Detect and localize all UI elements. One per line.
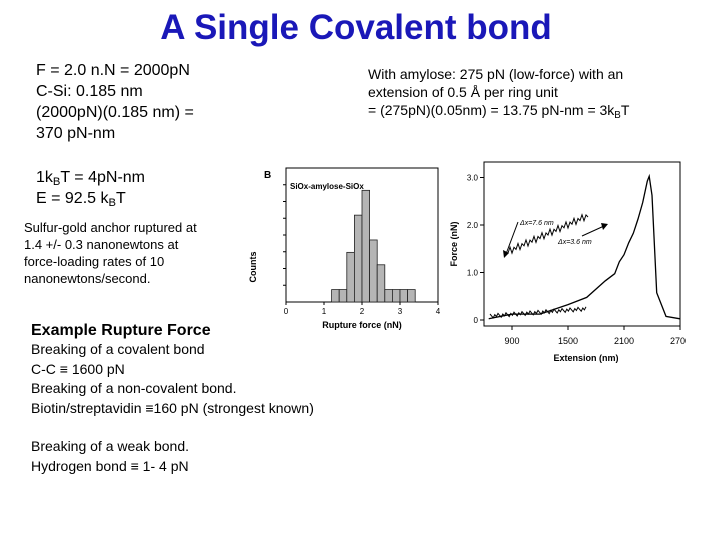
energy-kbt-text: E = 92.5 k [36, 190, 109, 207]
afm-xtick-label: 900 [504, 336, 519, 346]
anchor-line-3: force-loading rates of 10 [24, 254, 165, 269]
kbt-line-end: T = 4pN-nm [60, 169, 145, 186]
hist-bar [391, 289, 401, 303]
amylose-line-2: extension of 0.5 Å per ring unit [368, 84, 558, 100]
hist-bar [331, 289, 340, 303]
afm-xlabel: Extension (nm) [553, 353, 618, 363]
hist-bar [369, 239, 378, 303]
hist-ylabel: Counts [248, 252, 258, 283]
hist-bar [384, 289, 393, 303]
annotation-arrowhead-2 [601, 223, 608, 230]
rupture-lines: Breaking of a covalent bond C-C ≡ 1600 p… [31, 340, 314, 418]
energy-kbt-line: E = 92.5 kBT [36, 188, 145, 209]
amylose-line-1: With amylose: 275 pN (low-force) with an [368, 66, 624, 82]
anchor-line-1: Sulfur-gold anchor ruptured at [24, 220, 197, 235]
hist-bars [331, 189, 416, 303]
rupture-force-section: Example Rupture Force Breaking of a cova… [31, 321, 314, 476]
hist-xtick-label: 3 [398, 307, 403, 316]
amylose-line-3: = (275pN)(0.05nm) = 13.75 pN-nm = 3kBT [368, 101, 630, 121]
afm-xtick-label: 2100 [614, 336, 634, 346]
afm-ylabel: Force (nN) [449, 221, 459, 266]
rupture-line-4: Biotin/streptavidin ≡160 pN (strongest k… [31, 399, 314, 416]
hist-bar [346, 251, 355, 303]
weak-line-2: Hydrogen bond ≡ 1- 4 pN [31, 457, 189, 474]
kb-subscript: B [614, 110, 621, 121]
kbt-line: 1kBT = 4pN-nm [36, 167, 145, 188]
afm-inset-trace [507, 213, 589, 255]
afm-ytick-label: 1.0 [467, 269, 479, 278]
afm-frame [483, 161, 681, 327]
anchor-note: Sulfur-gold anchor ruptured at 1.4 +/- 0… [24, 219, 197, 287]
hist-xtick-label: 2 [360, 307, 365, 316]
weak-bond-lines: Breaking of a weak bond. Hydrogen bond ≡… [31, 437, 314, 476]
hist-bar [376, 264, 386, 303]
afm-noise-trace [489, 306, 587, 319]
hist-xtick-label: 4 [436, 307, 441, 316]
amylose-line-3-text: = (275pN)(0.05nm) = 13.75 pN-nm = 3k [368, 102, 615, 118]
annotation-dx-1: Δx=7.6 nm [519, 220, 554, 227]
force-line: F = 2.0 n.N = 2000pN [36, 62, 190, 79]
rupture-line-1: Breaking of a covalent bond [31, 341, 205, 357]
hist-bar [354, 214, 363, 303]
page-title: A Single Covalent bond [160, 8, 552, 47]
weak-line-1: Breaking of a weak bond. [31, 438, 189, 454]
force-extension-curve: Force (nN) 900 1500 2100 2700 3.0 2.0 1.0 0 Δx=… [449, 161, 686, 363]
hist-bar [338, 289, 348, 303]
amylose-line-3-end: T [620, 102, 630, 118]
afm-xtick-label: 2700 [670, 336, 686, 346]
energy-result-line: 370 pN-nm [36, 125, 116, 142]
hist-ticks: 0 1 2 3 4 [283, 184, 441, 316]
afm-xtick-label: 1500 [558, 336, 578, 346]
product-line: (2000pN)(0.185 nm) = [36, 104, 194, 121]
anchor-line-4: nanonewtons/second. [24, 271, 151, 286]
bond-energy-calculation: F = 2.0 n.N = 2000pN C-Si: 0.185 nm (200… [36, 60, 194, 144]
afm-ticks: 900 1500 2100 2700 3.0 2.0 1.0 0 [467, 174, 686, 347]
rupture-line-2: C-C ≡ 1600 pN [31, 360, 125, 377]
hist-bar [361, 189, 370, 303]
thermal-energy-block: 1kBT = 4pN-nm E = 92.5 kBT [36, 167, 145, 209]
annotation-arrow-2 [581, 225, 605, 237]
annotation-dx-2: Δx=3.6 nm [557, 239, 592, 246]
hist-bar [399, 289, 408, 303]
hist-bar [407, 289, 416, 303]
afm-ytick-label: 2.0 [467, 221, 479, 230]
annotation-arrow-1 [505, 221, 519, 255]
afm-annotations: Δx=7.6 nm Δx=3.6 nm [503, 220, 608, 258]
kbt-subscript: B [52, 176, 61, 188]
hist-panel-label: B [264, 170, 271, 181]
rupture-heading: Example Rupture Force [31, 322, 211, 339]
annotation-arrowhead-1 [503, 250, 509, 258]
afm-ytick-label: 3.0 [467, 174, 479, 183]
energy-kbt-end: T [115, 190, 126, 207]
rupture-force-histogram: B SiOx-amylose-SiOx Counts 0 1 2 3 4 Rupture… [248, 167, 441, 330]
kbt-line-text: 1k [36, 169, 53, 186]
hist-xtick-label: 0 [284, 307, 289, 316]
hist-xtick-label: 1 [322, 307, 327, 316]
afm-ytick-label: 0 [474, 316, 479, 325]
hist-xlabel: Rupture force (nN) [322, 320, 402, 330]
rupture-line-3: Breaking of a non-covalent bond. [31, 380, 237, 396]
hist-title: SiOx-amylose-SiOx [290, 182, 364, 191]
energy-kbt-subscript: B [108, 197, 116, 209]
bond-length-line: C-Si: 0.185 nm [36, 83, 143, 100]
afm-curve [488, 173, 681, 320]
anchor-line-2: 1.4 +/- 0.3 nanonewtons at [24, 237, 179, 252]
amylose-note: With amylose: 275 pN (low-force) with an… [368, 65, 630, 121]
